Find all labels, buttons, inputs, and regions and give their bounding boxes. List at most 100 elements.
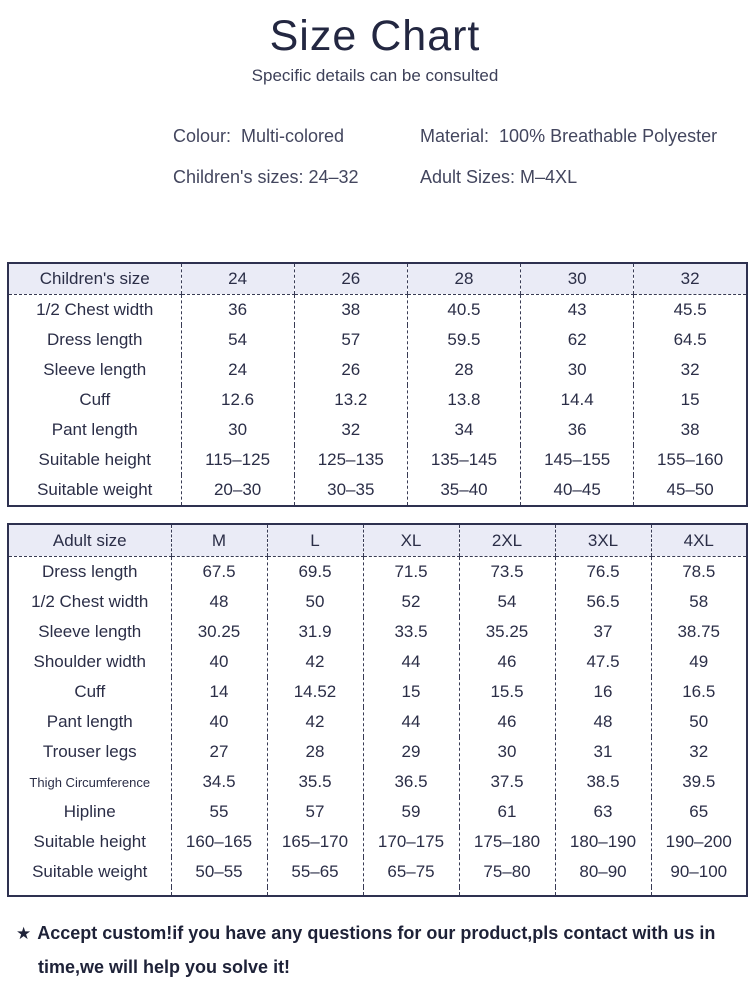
table-row: Hipline 55 57 59 61 63 65 bbox=[8, 797, 747, 827]
row-label: 1/2 Chest width bbox=[31, 592, 149, 611]
value-cell: 32 bbox=[293, 415, 408, 445]
value-cell: 44 bbox=[362, 647, 459, 677]
value-cell: 14 bbox=[170, 677, 267, 707]
row-label: Pant length bbox=[46, 712, 133, 731]
value-cell: 58 bbox=[650, 587, 747, 617]
value-cell: 71.5 bbox=[362, 556, 459, 587]
colour-label: Colour: bbox=[173, 126, 232, 146]
value-cell: 43 bbox=[520, 294, 634, 325]
value-cell: 180–190 bbox=[554, 827, 651, 857]
value-cell: 59 bbox=[362, 797, 459, 827]
value-cell: 40 bbox=[170, 707, 267, 737]
value-cell: 125–135 bbox=[293, 445, 408, 475]
children-size-table: Children's size 24 26 28 30 32 1/2 Chest width… bbox=[7, 262, 748, 507]
value-cell: 30.25 bbox=[170, 617, 267, 647]
value-cell: 50 bbox=[650, 707, 747, 737]
size-header-cell: 30 bbox=[520, 263, 634, 295]
value-cell: 40 bbox=[170, 647, 267, 677]
header-row: Adult size M L XL 2XL 3XL 4XL bbox=[8, 524, 747, 557]
table-row: Shoulder width 40 42 44 46 47.5 49 bbox=[8, 647, 747, 677]
value-cell: 80–90 bbox=[554, 857, 651, 887]
value-cell: 16.5 bbox=[650, 677, 747, 707]
value-cell: 14.52 bbox=[266, 677, 363, 707]
note-line-2: time,we will help you solve it! bbox=[38, 957, 291, 977]
value-cell: 57 bbox=[293, 325, 408, 355]
row-label: Sleeve length bbox=[38, 622, 142, 641]
row-label: Cuff bbox=[74, 682, 106, 701]
value-cell: 57 bbox=[266, 797, 363, 827]
value-cell: 38 bbox=[633, 415, 747, 445]
row-label: Dress length bbox=[47, 330, 143, 349]
adult-size-table: Adult size M L XL 2XL 3XL 4XL Dress length 67.5 6… bbox=[7, 523, 748, 897]
value-cell: 45–50 bbox=[633, 475, 747, 506]
spacer-cell bbox=[362, 887, 459, 896]
spacer-cell bbox=[266, 887, 363, 896]
value-cell: 48 bbox=[554, 707, 651, 737]
table-row: Suitable weight 50–55 55–65 65–75 75–80 80–90… bbox=[8, 857, 747, 887]
value-cell: 36 bbox=[520, 415, 634, 445]
page-subtitle: Specific details can be consulted bbox=[251, 66, 499, 85]
value-cell: 13.2 bbox=[293, 385, 408, 415]
value-cell: 26 bbox=[293, 355, 408, 385]
value-cell: 59.5 bbox=[406, 325, 521, 355]
value-cell: 65–75 bbox=[362, 857, 459, 887]
value-cell: 37.5 bbox=[458, 767, 555, 797]
spacer-row bbox=[8, 887, 747, 896]
note-text-1: Accept custom!if you have any questions … bbox=[37, 923, 716, 943]
spacer-cell bbox=[458, 887, 555, 896]
value-cell: 28 bbox=[406, 355, 521, 385]
page-title: Size Chart bbox=[269, 12, 481, 60]
value-cell: 44 bbox=[362, 707, 459, 737]
table-row: Thigh Circumference 34.5 35.5 36.5 37.5 38.5 3… bbox=[8, 767, 747, 797]
value-cell: 69.5 bbox=[266, 556, 363, 587]
material-label: Material: bbox=[420, 126, 490, 146]
value-cell: 46 bbox=[458, 647, 555, 677]
value-cell: 33.5 bbox=[362, 617, 459, 647]
value-cell: 42 bbox=[266, 707, 363, 737]
value-cell: 36.5 bbox=[362, 767, 459, 797]
value-cell: 52 bbox=[362, 587, 459, 617]
value-cell: 42 bbox=[266, 647, 363, 677]
size-header-cell: L bbox=[266, 524, 363, 557]
spacer-cell bbox=[170, 887, 267, 896]
value-cell: 30–35 bbox=[293, 475, 408, 506]
value-cell: 30 bbox=[458, 737, 555, 767]
row-label: Pant length bbox=[51, 420, 138, 439]
value-cell: 115–125 bbox=[180, 445, 295, 475]
row-label: Cuff bbox=[79, 390, 111, 409]
row-label: Dress length bbox=[42, 562, 138, 581]
spacer-cell bbox=[8, 887, 171, 896]
table-row: Trouser legs 27 28 29 30 31 32 bbox=[8, 737, 747, 767]
material-value: 100% Breathable Polyester bbox=[499, 126, 718, 146]
value-cell: 39.5 bbox=[650, 767, 747, 797]
value-cell: 50 bbox=[266, 587, 363, 617]
header-row: Children's size 24 26 28 30 32 bbox=[8, 263, 747, 295]
spacer-cell bbox=[650, 887, 747, 896]
value-cell: 30 bbox=[520, 355, 634, 385]
value-cell: 54 bbox=[458, 587, 555, 617]
value-cell: 50–55 bbox=[170, 857, 267, 887]
table-row: Cuff 12.6 13.2 13.8 14.4 15 bbox=[8, 385, 747, 415]
value-cell: 40–45 bbox=[520, 475, 634, 506]
value-cell: 61 bbox=[458, 797, 555, 827]
value-cell: 29 bbox=[362, 737, 459, 767]
note-line-1: ★ Accept custom!if you have any questions… bbox=[16, 917, 734, 951]
value-cell: 14.4 bbox=[520, 385, 634, 415]
value-cell: 75–80 bbox=[458, 857, 555, 887]
value-cell: 65 bbox=[650, 797, 747, 827]
value-cell: 15.5 bbox=[458, 677, 555, 707]
row-label: Hipline bbox=[63, 802, 116, 821]
info-row-1: Colour: Multi-colored Material: 100% Bre… bbox=[173, 126, 733, 146]
value-cell: 48 bbox=[170, 587, 267, 617]
row-label: Suitable height bbox=[38, 450, 151, 469]
value-cell: 31.9 bbox=[266, 617, 363, 647]
info-row-2: Children's sizes: 24–32 Adult Sizes: M–4… bbox=[173, 167, 733, 187]
value-cell: 165–170 bbox=[266, 827, 363, 857]
table-row: Pant length 30 32 34 36 38 bbox=[8, 415, 747, 445]
row-label: 1/2 Chest width bbox=[36, 300, 154, 319]
value-cell: 47.5 bbox=[554, 647, 651, 677]
value-cell: 56.5 bbox=[554, 587, 651, 617]
value-cell: 32 bbox=[650, 737, 747, 767]
table-row: Suitable height 160–165 165–170 170–175 175–… bbox=[8, 827, 747, 857]
size-header-cell: XL bbox=[362, 524, 459, 557]
